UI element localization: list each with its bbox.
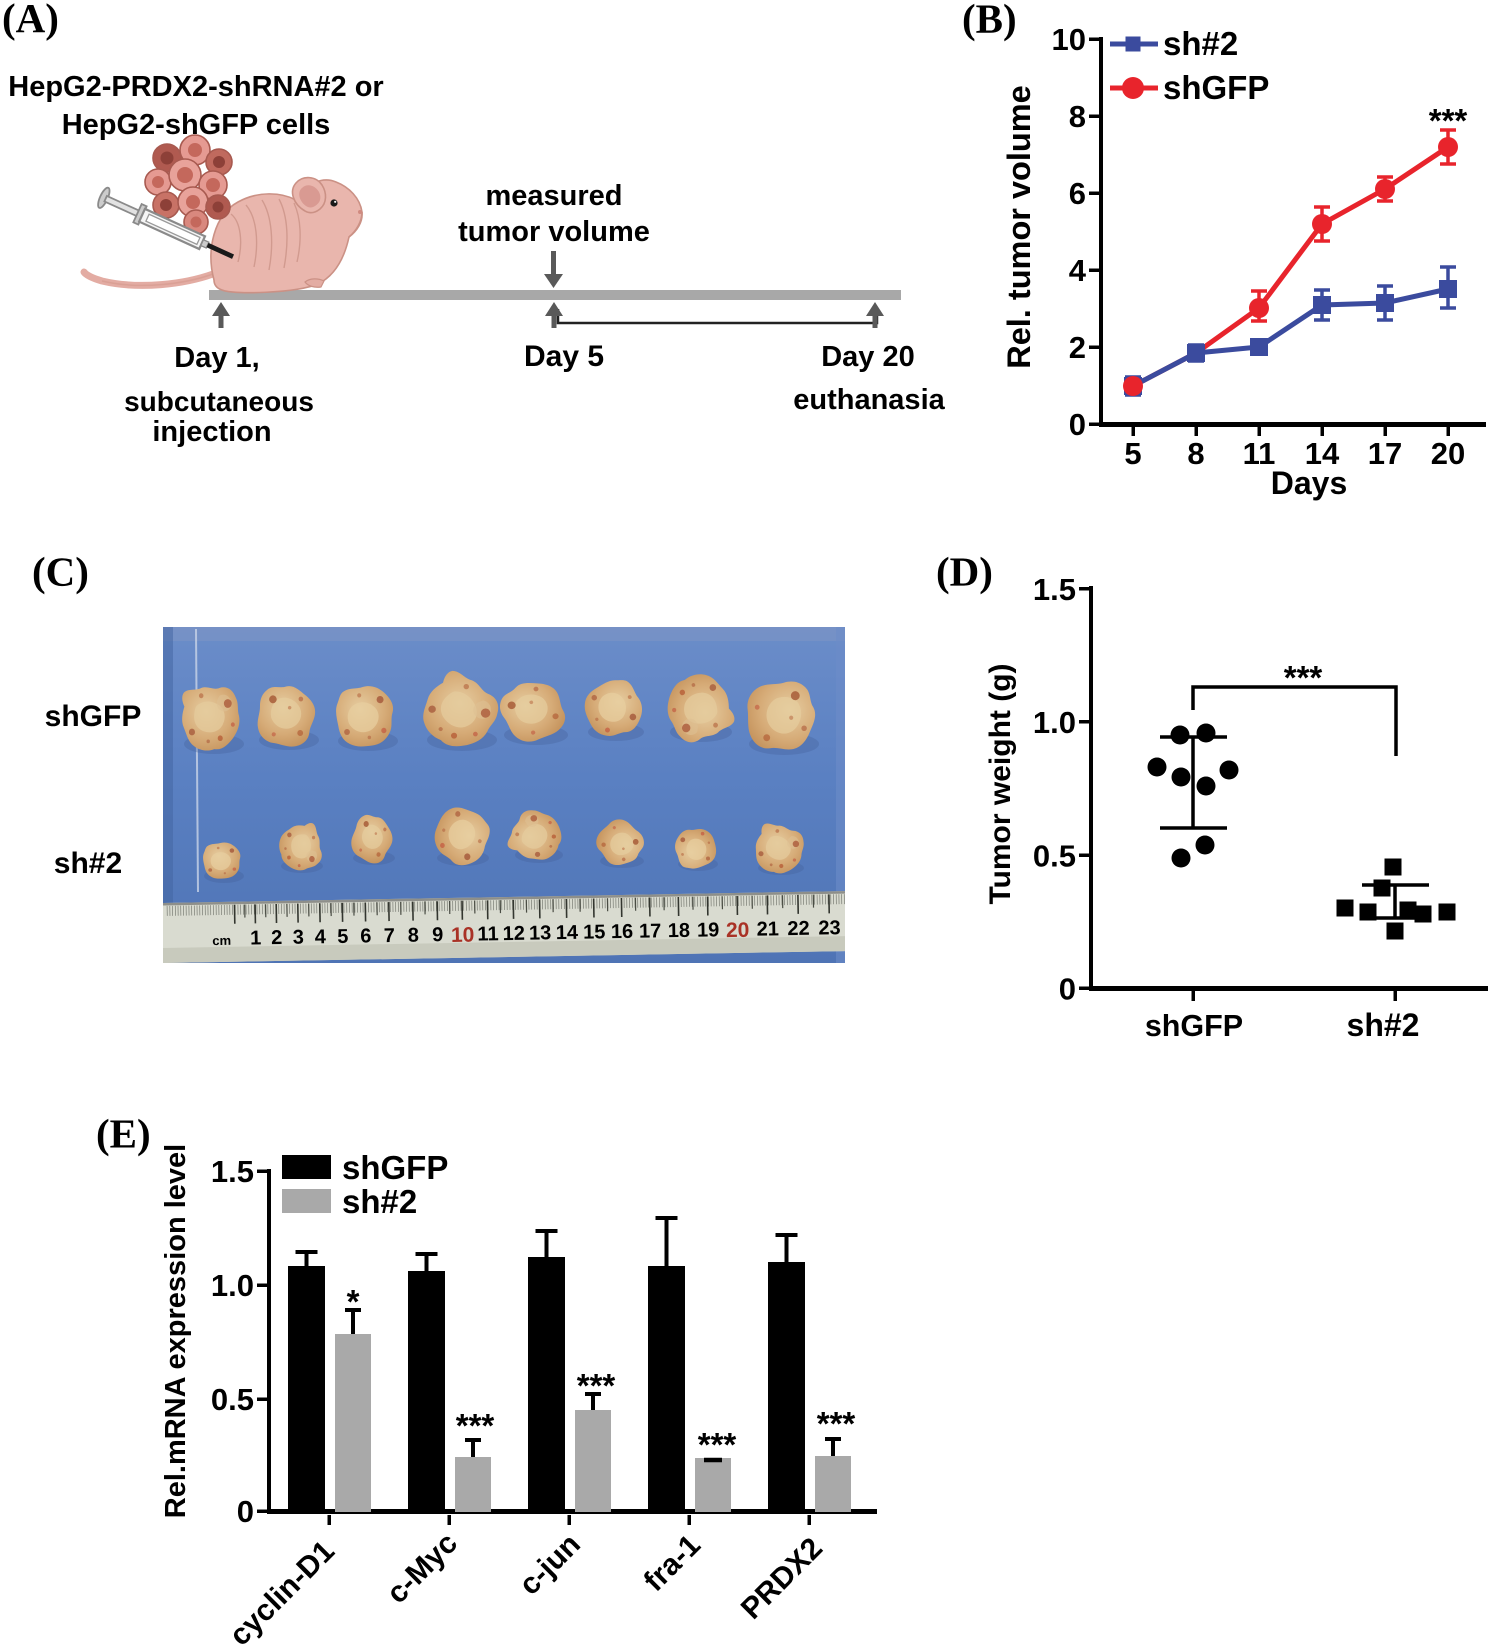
svg-text:subcutaneous: subcutaneous: [124, 386, 314, 417]
svg-text:9: 9: [432, 924, 444, 946]
svg-text:0: 0: [237, 1494, 254, 1529]
svg-text:5: 5: [337, 926, 349, 948]
svg-text:c-jun: c-jun: [513, 1528, 587, 1602]
svg-text:11: 11: [477, 923, 499, 945]
svg-text:6: 6: [360, 925, 372, 947]
svg-text:measured: measured: [485, 180, 622, 212]
svg-text:1.0: 1.0: [211, 1268, 254, 1303]
svg-text:0.5: 0.5: [211, 1382, 254, 1417]
svg-text:***: ***: [456, 1407, 495, 1444]
svg-text:14: 14: [556, 922, 580, 944]
svg-text:Day 1,: Day 1,: [174, 342, 259, 374]
svg-text:injection: injection: [152, 416, 271, 448]
svg-text:23: 23: [818, 917, 841, 939]
svg-text:HepG2-PRDX2-shRNA#2 or: HepG2-PRDX2-shRNA#2 or: [8, 71, 383, 103]
svg-text:8: 8: [1187, 436, 1204, 471]
svg-text:18: 18: [668, 920, 691, 942]
svg-text:cyclin-D1: cyclin-D1: [223, 1535, 341, 1646]
svg-text:PRDX2: PRDX2: [735, 1532, 829, 1626]
svg-text:7: 7: [384, 925, 396, 947]
svg-text:(B): (B): [962, 0, 1017, 42]
svg-text:4: 4: [315, 926, 327, 948]
svg-text:euthanasia: euthanasia: [793, 384, 945, 416]
svg-text:(C): (C): [32, 549, 89, 595]
svg-text:shGFP: shGFP: [342, 1149, 448, 1186]
svg-text:***: ***: [817, 1405, 856, 1442]
svg-text:Day 20: Day 20: [821, 341, 915, 373]
svg-text:cm: cm: [212, 933, 231, 948]
svg-text:***: ***: [1429, 102, 1468, 139]
svg-text:19: 19: [697, 919, 720, 941]
svg-text:6: 6: [1069, 176, 1086, 211]
svg-text:(D): (D): [936, 549, 993, 595]
svg-text:***: ***: [1284, 659, 1323, 696]
svg-text:sh#2: sh#2: [1163, 25, 1238, 62]
svg-text:sh#2: sh#2: [54, 847, 122, 880]
svg-text:2: 2: [1069, 330, 1086, 365]
svg-text:(E): (E): [96, 1111, 151, 1157]
svg-text:13: 13: [529, 922, 552, 944]
svg-text:0: 0: [1069, 407, 1086, 442]
svg-text:10: 10: [451, 924, 475, 947]
svg-text:8: 8: [1069, 99, 1086, 134]
svg-text:(A): (A): [2, 0, 59, 41]
svg-text:20: 20: [1431, 436, 1465, 471]
svg-text:Rel. tumor volume: Rel. tumor volume: [1001, 85, 1037, 369]
svg-text:***: ***: [698, 1426, 737, 1463]
svg-text:shGFP: shGFP: [1145, 1009, 1243, 1043]
svg-text:c-Myc: c-Myc: [380, 1527, 463, 1610]
svg-text:0: 0: [1059, 972, 1076, 1007]
svg-text:17: 17: [1368, 436, 1402, 471]
svg-text:17: 17: [639, 920, 662, 942]
svg-text:3: 3: [293, 927, 305, 949]
svg-text:shGFP: shGFP: [45, 700, 142, 733]
svg-text:1.5: 1.5: [1033, 572, 1076, 607]
svg-text:22: 22: [787, 918, 810, 940]
svg-text:Day 5: Day 5: [524, 340, 604, 373]
svg-text:21: 21: [756, 918, 779, 940]
svg-text:1.0: 1.0: [1033, 705, 1076, 740]
svg-text:Rel.mRNA expression level: Rel.mRNA expression level: [160, 1144, 192, 1518]
svg-text:10: 10: [1052, 22, 1086, 57]
svg-text:20: 20: [726, 919, 750, 942]
svg-text:***: ***: [577, 1367, 616, 1404]
svg-text:5: 5: [1124, 436, 1141, 471]
svg-text:1.5: 1.5: [211, 1154, 254, 1189]
svg-text:tumor volume: tumor volume: [458, 216, 650, 248]
svg-text:12: 12: [503, 923, 526, 945]
svg-text:16: 16: [611, 921, 634, 943]
svg-text:*: *: [347, 1283, 360, 1320]
svg-text:8: 8: [408, 925, 420, 947]
svg-text:sh#2: sh#2: [1347, 1007, 1420, 1043]
svg-text:1: 1: [250, 927, 262, 949]
svg-text:0.5: 0.5: [1033, 839, 1076, 874]
svg-text:Tumor weight (g): Tumor weight (g): [984, 663, 1017, 904]
svg-text:11: 11: [1243, 436, 1276, 471]
svg-text:15: 15: [583, 921, 606, 943]
svg-text:sh#2: sh#2: [342, 1183, 417, 1220]
svg-text:fra-1: fra-1: [638, 1529, 707, 1598]
svg-text:4: 4: [1069, 253, 1087, 288]
svg-text:Days: Days: [1271, 465, 1348, 501]
svg-text:2: 2: [271, 927, 283, 949]
svg-text:14: 14: [1305, 436, 1340, 471]
svg-text:shGFP: shGFP: [1163, 69, 1269, 106]
